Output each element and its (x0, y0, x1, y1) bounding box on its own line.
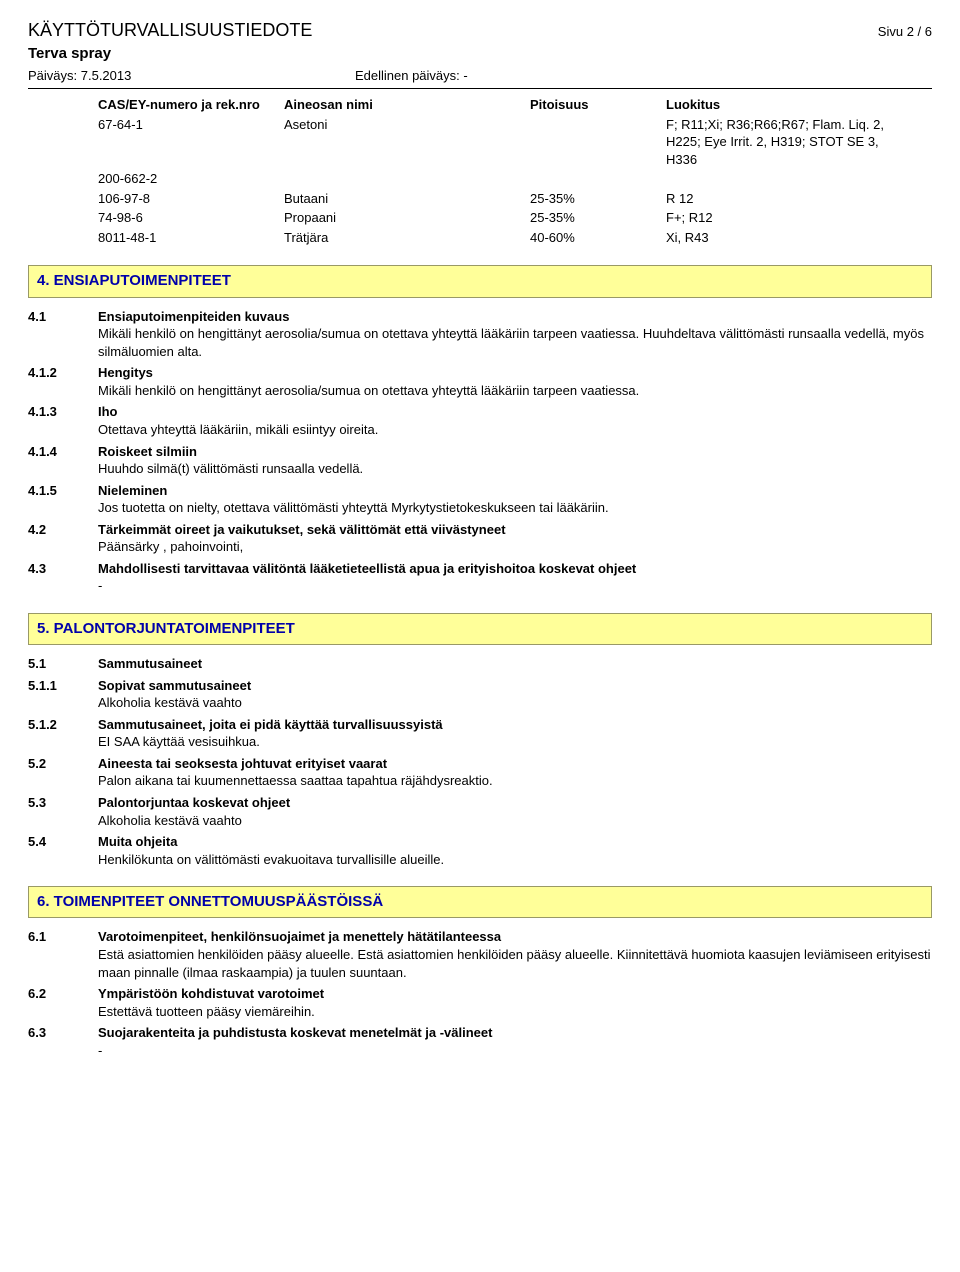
table-cell (530, 169, 660, 189)
item-number: 5.3 (28, 794, 98, 829)
item-number: 5.1 (28, 655, 98, 673)
item-number: 4.3 (28, 560, 98, 595)
item-body: Henkilökunta on välittömästi evakuoitava… (98, 851, 932, 869)
item-4-1: 4.1 Ensiaputoimenpiteiden kuvaus Mikäli … (28, 308, 932, 361)
ingredient-table: CAS/EY-numero ja rek.nro Aineosan nimi P… (98, 95, 932, 247)
item-number: 5.1.1 (28, 677, 98, 712)
item-body: EI SAA käyttää vesisuihkua. (98, 733, 932, 751)
item-body: Alkoholia kestävä vaahto (98, 694, 932, 712)
item-4-2: 4.2 Tärkeimmät oireet ja vaikutukset, se… (28, 521, 932, 556)
doc-title: KÄYTTÖTURVALLISUUSTIEDOTE (28, 18, 312, 42)
table-cell: 8011-48-1 (98, 228, 278, 248)
table-cell: 40-60% (530, 228, 660, 248)
item-label: Sopivat sammutusaineet (98, 677, 932, 695)
item-5-4: 5.4 Muita ohjeita Henkilökunta on välitt… (28, 833, 932, 868)
table-cell: 106-97-8 (98, 189, 278, 209)
table-cell: Asetoni (284, 115, 524, 170)
table-cell: 74-98-6 (98, 208, 278, 228)
item-label: Sammutusaineet, joita ei pidä käyttää tu… (98, 716, 932, 734)
item-label: Muita ohjeita (98, 833, 932, 851)
item-number: 4.1 (28, 308, 98, 361)
item-label: Hengitys (98, 364, 932, 382)
item-label: Varotoimenpiteet, henkilönsuojaimet ja m… (98, 928, 932, 946)
item-6-1: 6.1 Varotoimenpiteet, henkilönsuojaimet … (28, 928, 932, 981)
item-body: Jos tuotetta on nielty, otettava välittö… (98, 499, 932, 517)
item-label: Mahdollisesti tarvittavaa välitöntä lääk… (98, 560, 932, 578)
item-number: 4.2 (28, 521, 98, 556)
page-number: Sivu 2 / 6 (878, 23, 932, 41)
product-name: Terva spray (28, 44, 932, 64)
section-5-header: 5. PALONTORJUNTATOIMENPITEET (28, 613, 932, 645)
item-body: Päänsärky , pahoinvointi, (98, 538, 932, 556)
item-number: 5.2 (28, 755, 98, 790)
col-name: Aineosan nimi (284, 95, 524, 115)
item-label: Suojarakenteita ja puhdistusta koskevat … (98, 1024, 932, 1042)
item-body: - (98, 577, 932, 595)
table-cell: 25-35% (530, 189, 660, 209)
item-label: Roiskeet silmiin (98, 443, 932, 461)
item-label: Tärkeimmät oireet ja vaikutukset, sekä v… (98, 521, 932, 539)
item-number: 4.1.4 (28, 443, 98, 478)
item-body: Mikäli henkilö on hengittänyt aerosolia/… (98, 325, 932, 360)
table-cell (284, 169, 524, 189)
date-label: Päiväys: 7.5.2013 (28, 68, 131, 83)
table-cell: F; R11;Xi; R36;R66;R67; Flam. Liq. 2, H2… (666, 115, 886, 170)
item-body: Palon aikana tai kuumennettaessa saattaa… (98, 772, 932, 790)
item-number: 5.1.2 (28, 716, 98, 751)
prev-date-label: Edellinen päiväys: - (355, 68, 468, 83)
col-conc: Pitoisuus (530, 95, 660, 115)
item-label: Sammutusaineet (98, 655, 932, 673)
item-5-1-1: 5.1.1 Sopivat sammutusaineet Alkoholia k… (28, 677, 932, 712)
item-5-3: 5.3 Palontorjuntaa koskevat ohjeet Alkoh… (28, 794, 932, 829)
table-cell: 200-662-2 (98, 169, 278, 189)
item-4-1-4: 4.1.4 Roiskeet silmiin Huuhdo silmä(t) v… (28, 443, 932, 478)
item-label: Aineesta tai seoksesta johtuvat erityise… (98, 755, 932, 773)
header-divider (28, 88, 932, 89)
item-4-1-3: 4.1.3 Iho Otettava yhteyttä lääkäriin, m… (28, 403, 932, 438)
item-4-1-5: 4.1.5 Nieleminen Jos tuotetta on nielty,… (28, 482, 932, 517)
table-cell: R 12 (666, 189, 886, 209)
item-6-3: 6.3 Suojarakenteita ja puhdistusta koske… (28, 1024, 932, 1059)
item-body: Alkoholia kestävä vaahto (98, 812, 932, 830)
item-label: Ensiaputoimenpiteiden kuvaus (98, 308, 932, 326)
item-number: 6.3 (28, 1024, 98, 1059)
item-label: Iho (98, 403, 932, 421)
table-cell (666, 169, 886, 189)
item-body: Otettava yhteyttä lääkäriin, mikäli esii… (98, 421, 932, 439)
table-cell: 67-64-1 (98, 115, 278, 170)
item-body: Mikäli henkilö on hengittänyt aerosolia/… (98, 382, 932, 400)
item-label: Ympäristöön kohdistuvat varotoimet (98, 985, 932, 1003)
item-number: 4.1.2 (28, 364, 98, 399)
item-5-1: 5.1 Sammutusaineet (28, 655, 932, 673)
table-cell: Trätjära (284, 228, 524, 248)
item-label: Palontorjuntaa koskevat ohjeet (98, 794, 932, 812)
col-class: Luokitus (666, 95, 886, 115)
col-cas: CAS/EY-numero ja rek.nro (98, 95, 278, 115)
item-number: 6.2 (28, 985, 98, 1020)
section-6-header: 6. TOIMENPITEET ONNETTOMUUSPÄÄSTÖISSÄ (28, 886, 932, 918)
item-body: Estettävä tuotteen pääsy viemäreihin. (98, 1003, 932, 1021)
item-body: Estä asiattomien henkilöiden pääsy aluee… (98, 946, 932, 981)
table-cell (530, 115, 660, 170)
section-4-header: 4. ENSIAPUTOIMENPITEET (28, 265, 932, 297)
item-5-2: 5.2 Aineesta tai seoksesta johtuvat erit… (28, 755, 932, 790)
table-cell: F+; R12 (666, 208, 886, 228)
table-cell: Butaani (284, 189, 524, 209)
item-body: - (98, 1042, 932, 1060)
item-4-3: 4.3 Mahdollisesti tarvittavaa välitöntä … (28, 560, 932, 595)
table-cell: Propaani (284, 208, 524, 228)
item-4-1-2: 4.1.2 Hengitys Mikäli henkilö on hengitt… (28, 364, 932, 399)
item-5-1-2: 5.1.2 Sammutusaineet, joita ei pidä käyt… (28, 716, 932, 751)
item-number: 4.1.3 (28, 403, 98, 438)
item-label: Nieleminen (98, 482, 932, 500)
item-number: 4.1.5 (28, 482, 98, 517)
item-number: 6.1 (28, 928, 98, 981)
item-number: 5.4 (28, 833, 98, 868)
item-body: Huuhdo silmä(t) välittömästi runsaalla v… (98, 460, 932, 478)
item-6-2: 6.2 Ympäristöön kohdistuvat varotoimet E… (28, 985, 932, 1020)
table-cell: Xi, R43 (666, 228, 886, 248)
table-cell: 25-35% (530, 208, 660, 228)
